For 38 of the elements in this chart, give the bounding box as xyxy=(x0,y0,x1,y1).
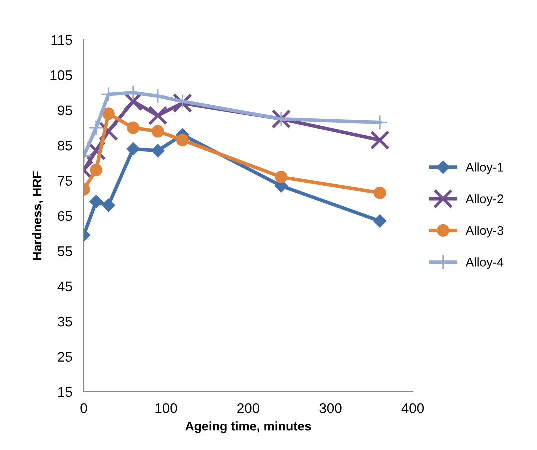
point xyxy=(127,122,140,134)
y-tick-label: 25 xyxy=(58,352,72,362)
x-tick-label: 200 xyxy=(238,403,260,414)
y-tick-label: 55 xyxy=(58,246,72,256)
point xyxy=(148,106,168,126)
legend-label: Alloy-2 xyxy=(466,194,504,206)
point xyxy=(102,108,115,120)
y-tick-label: 75 xyxy=(58,176,72,186)
legend-label: Alloy-4 xyxy=(466,258,504,270)
x-tick-label: 300 xyxy=(320,403,342,414)
x-tick-label: 100 xyxy=(156,403,178,414)
point xyxy=(151,144,165,158)
y-tick-label: 105 xyxy=(50,70,72,80)
y-tick-label: 85 xyxy=(58,140,72,151)
y-tick-label: 95 xyxy=(58,106,72,116)
point xyxy=(152,125,164,138)
point xyxy=(176,134,189,147)
y-axis-title: Hardness, HRF xyxy=(32,172,44,260)
x-tick-label: 400 xyxy=(402,403,424,414)
legend-label: Alloy-1 xyxy=(466,162,504,174)
point xyxy=(175,94,190,110)
point xyxy=(126,142,140,156)
point xyxy=(90,195,103,209)
x-tick-label: 0 xyxy=(80,403,88,414)
point xyxy=(374,186,386,200)
x-axis-title: Ageing time, minutes xyxy=(186,422,312,434)
point xyxy=(370,130,390,150)
point xyxy=(374,214,387,228)
point xyxy=(90,164,103,176)
point xyxy=(88,120,104,136)
y-tick-label: 65 xyxy=(58,211,72,222)
y-tick-label: 45 xyxy=(58,282,72,292)
y-tick-label: 115 xyxy=(52,35,72,46)
y-tick-label: 15 xyxy=(58,387,72,398)
legend-label: Alloy-3 xyxy=(466,226,504,238)
y-tick-label: 35 xyxy=(58,316,72,327)
point xyxy=(102,198,116,212)
point xyxy=(275,171,288,184)
